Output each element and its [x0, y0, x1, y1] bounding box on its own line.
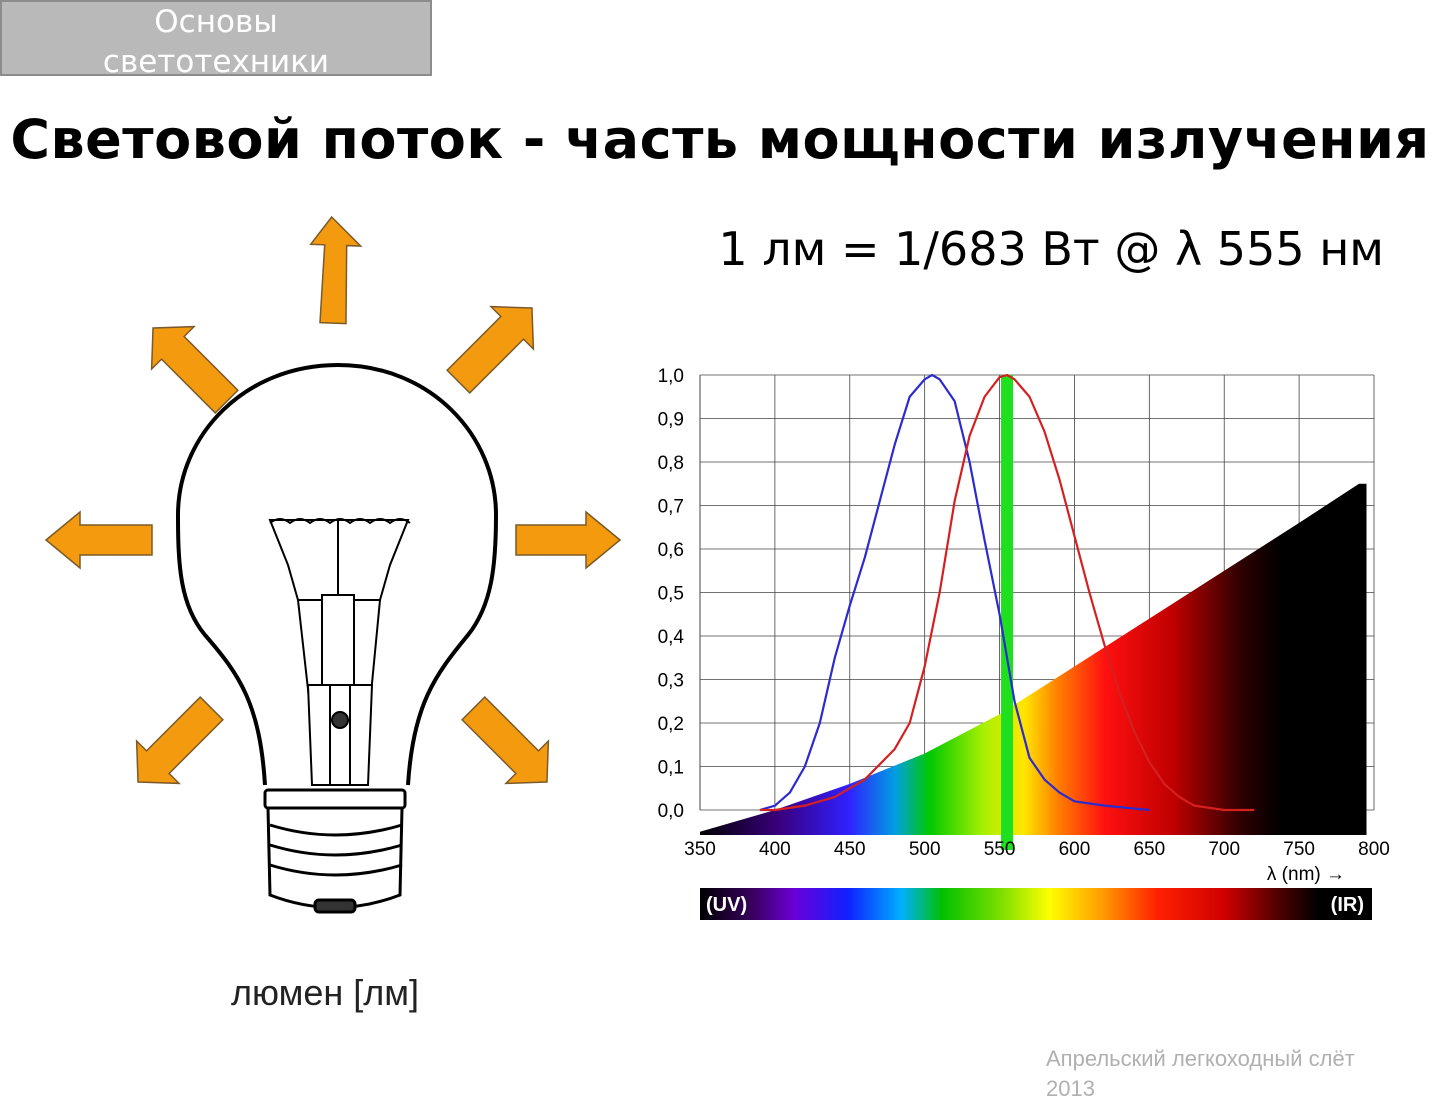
spectral-sensitivity-chart: 350 400 450 500 550 600 650 700 750 800 0,0 0,1 0,2 0…	[658, 366, 1390, 920]
arrow-right-icon	[515, 510, 622, 570]
y-tick-label: 0,4	[658, 627, 685, 648]
y-tick-label: 0,6	[658, 540, 684, 561]
chart-area	[700, 483, 1367, 835]
y-tick-label: 0,3	[658, 671, 684, 692]
chart-ticks: 350 400 450 500 550 600 650 700 750 800 0,0 0,1 0,2 0…	[658, 366, 1390, 860]
radiation-spectrum-area	[700, 483, 1367, 835]
light-bulb-figure	[44, 215, 622, 914]
arrow-up-left-icon	[150, 325, 239, 414]
chart-grid	[699, 374, 1375, 811]
x-tick-label: 550	[984, 839, 1016, 860]
arrow-down-left-icon	[135, 696, 224, 785]
slide-title: Световой поток - часть мощности излучени…	[10, 108, 1430, 171]
y-tick-label: 0,9	[658, 410, 684, 431]
y-tick-label: 0,8	[658, 453, 684, 474]
footer-line1: Апрельский легкоходный слёт	[1046, 1046, 1355, 1071]
arrow-up-icon	[309, 215, 363, 325]
orange-arrow-icon	[44, 215, 622, 785]
arrow-down-right-icon	[461, 696, 550, 785]
bulb-glass	[175, 362, 499, 786]
arrow-left-icon	[44, 510, 153, 570]
y-tick-label: 0,0	[658, 801, 684, 822]
x-axis-label: λ (nm) →	[1267, 864, 1345, 885]
y-tick-label: 1,0	[658, 366, 684, 387]
lumen-formula: 1 лм = 1/683 Вт @ λ 555 нм	[718, 222, 1384, 276]
x-tick-label: 800	[1358, 839, 1390, 860]
chart-lines	[759, 373, 1255, 850]
section-tab-line1: Основы	[154, 4, 278, 40]
spectrum-bar-uv-label: (UV)	[706, 894, 747, 916]
x-tick-label: 700	[1208, 839, 1240, 860]
footer-note: Апрельский легкоходный слёт 2013	[1046, 1044, 1355, 1104]
x-tick-label: 400	[759, 839, 791, 860]
photopic-curve	[759, 373, 1255, 812]
y-tick-label: 0,1	[658, 758, 684, 779]
x-tick-label: 500	[909, 839, 941, 860]
section-tab: Основы светотехники	[0, 0, 432, 80]
scotopic-curve	[759, 373, 1150, 812]
y-tick-label: 0,5	[658, 584, 684, 605]
wavelength-555-marker	[1001, 375, 1014, 850]
x-tick-label: 750	[1283, 839, 1315, 860]
x-tick-label: 650	[1133, 839, 1165, 860]
y-tick-label: 0,7	[658, 497, 684, 518]
y-tick-label: 0,2	[658, 714, 684, 735]
section-tab-line2: светотехники	[102, 44, 330, 80]
arrow-up-right-icon	[446, 305, 535, 394]
lumen-unit-caption: люмен [лм]	[231, 972, 420, 1013]
x-tick-label: 600	[1059, 839, 1091, 860]
bulb-filament	[268, 518, 411, 786]
spectrum-bar-ir-label: (IR)	[1331, 894, 1364, 916]
bulb-base	[263, 788, 407, 914]
footer-line2: 2013	[1046, 1076, 1095, 1101]
x-tick-label: 350	[684, 839, 716, 860]
x-tick-label: 450	[834, 839, 866, 860]
spectrum-bar	[700, 888, 1372, 920]
